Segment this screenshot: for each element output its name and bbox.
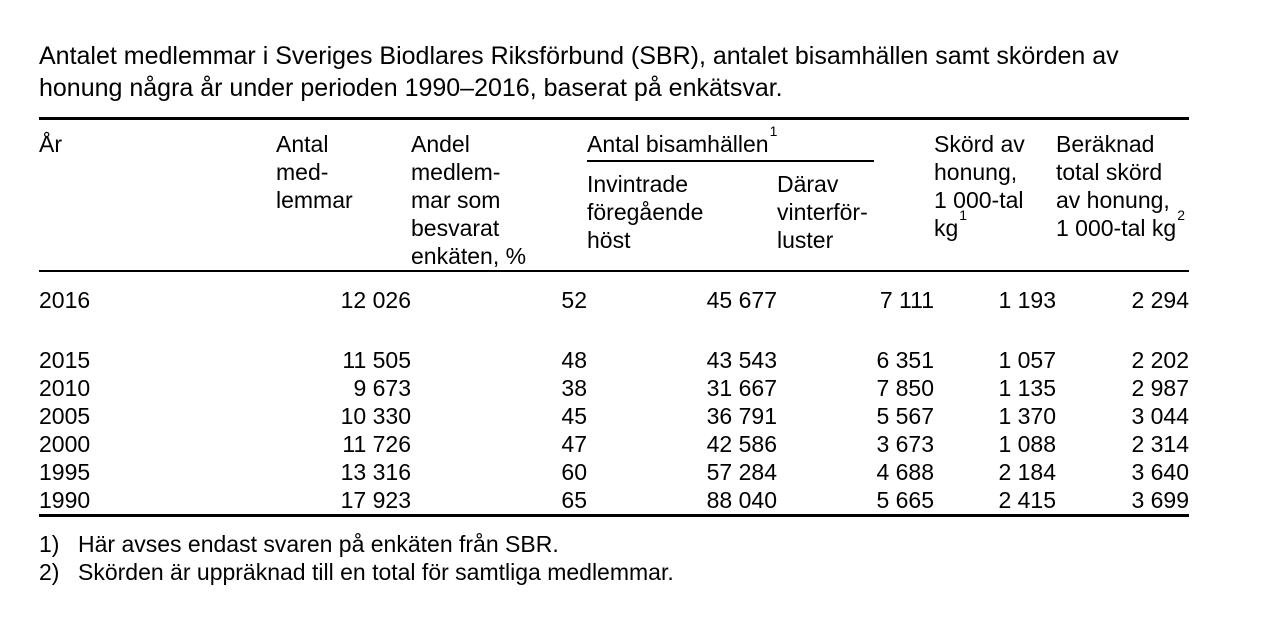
col-header-harvest: Skörd av honung, 1 000-tal kg1	[934, 118, 1056, 272]
spacer-row	[39, 314, 1189, 346]
cell-members: 11 726	[342, 431, 411, 457]
table-caption: Antalet medlemmar i Sveriges Biodlares R…	[39, 42, 1119, 102]
cell-share: 52	[561, 287, 587, 313]
table-row-1990: 1990 17 923 65 88 040 5 665 2 415 3 699	[39, 486, 1189, 516]
col-header-total-harvest: Beräknad total skörd av honung, 1 000-ta…	[1056, 118, 1189, 272]
col-header-hives-autumn: Invintrade föregående höst	[587, 170, 777, 254]
cell-share: 65	[561, 487, 587, 513]
cell-harvest: 1 088	[998, 431, 1056, 457]
cell-total-harvest: 2 202	[1131, 347, 1189, 373]
statistics-table: År Antal med- lemmar Andel medlem- mar s…	[39, 117, 1189, 517]
table-row-2016: 2016 12 026 52 45 677 7 111 1 193 2 294	[39, 271, 1189, 314]
cell-hives-autumn: 42 586	[706, 431, 777, 457]
cell-year: 2000	[39, 431, 91, 457]
table-row-2010: 2010 9 673 38 31 667 7 850 1 135 2 987	[39, 374, 1189, 402]
footnote-1-text: Här avses endast svaren på enkäten från …	[78, 531, 559, 557]
col-header-total-harvest-text: Beräknad total skörd av honung, 1 000-ta…	[1056, 131, 1177, 241]
col-group-hives-text: Antal bisamhällen	[587, 131, 769, 157]
cell-year: 2015	[39, 347, 91, 373]
table-row-2000: 2000 11 726 47 42 586 3 673 1 088 2 314	[39, 430, 1189, 458]
col-header-share: Andel medlem- mar som besvarat enkäten, …	[411, 118, 587, 272]
cell-share: 38	[561, 375, 587, 401]
cell-harvest: 1 193	[998, 287, 1056, 313]
footnote-1: 1) Här avses endast svaren på enkäten fr…	[39, 530, 1286, 558]
col-header-members-label: Antal med- lemmar	[276, 131, 353, 213]
cell-hives-autumn: 31 667	[706, 375, 777, 401]
cell-total-harvest: 2 987	[1131, 375, 1189, 401]
cell-year: 2010	[39, 375, 91, 401]
footnote-ref-1: 1	[959, 207, 968, 224]
footnote-2-marker: 2)	[39, 559, 60, 585]
cell-hives-autumn: 43 543	[706, 347, 777, 373]
footnote-1-marker: 1)	[39, 531, 60, 557]
cell-share: 48	[561, 347, 587, 373]
cell-share: 60	[561, 459, 587, 485]
footnote-2-text: Skörden är uppräknad till en total för s…	[78, 559, 674, 585]
col-header-winter-losses: Därav vinterför- luster	[777, 170, 934, 254]
footnote-2: 2) Skörden är uppräknad till en total fö…	[39, 558, 1286, 586]
header-row: År Antal med- lemmar Andel medlem- mar s…	[39, 118, 1189, 272]
col-header-year-label: År	[39, 131, 62, 157]
cell-members: 13 316	[340, 459, 411, 485]
cell-total-harvest: 3 044	[1131, 403, 1189, 429]
table-row-2015: 2015 11 505 48 43 543 6 351 1 057 2 202	[39, 346, 1189, 374]
col-header-hives-autumn-label: Invintrade föregående höst	[587, 171, 704, 253]
col-group-hives: Antal bisamhällen1 Invintrade föregående…	[587, 118, 934, 272]
spacer-cell	[39, 314, 1189, 346]
cell-members: 17 923	[340, 487, 411, 513]
cell-share: 45	[561, 403, 587, 429]
cell-winter-losses: 3 673	[876, 431, 934, 457]
cell-winter-losses: 7 111	[879, 287, 934, 313]
cell-members: 12 026	[340, 287, 411, 313]
cell-winter-losses: 5 665	[876, 487, 934, 513]
cell-hives-autumn: 57 284	[706, 459, 777, 485]
table-row-1995: 1995 13 316 60 57 284 4 688 2 184 3 640	[39, 458, 1189, 486]
col-header-year: År	[39, 118, 276, 272]
col-header-harvest-label: Skörd av honung, 1 000-tal kg1	[934, 130, 1056, 242]
cell-harvest: 2 415	[998, 487, 1056, 513]
col-header-harvest-text: Skörd av honung, 1 000-tal kg	[934, 131, 1025, 241]
cell-total-harvest: 3 699	[1131, 487, 1189, 513]
cell-harvest: 1 135	[998, 375, 1056, 401]
cell-winter-losses: 4 688	[876, 459, 934, 485]
col-group-hives-label: Antal bisamhällen1	[587, 124, 874, 162]
cell-hives-autumn: 88 040	[706, 487, 777, 513]
table-row-2005: 2005 10 330 45 36 791 5 567 1 370 3 044	[39, 402, 1189, 430]
col-header-members: Antal med- lemmar	[276, 118, 411, 272]
cell-harvest: 1 057	[998, 347, 1056, 373]
cell-hives-autumn: 36 791	[706, 403, 777, 429]
table-body: 2016 12 026 52 45 677 7 111 1 193 2 294 …	[39, 271, 1189, 516]
cell-total-harvest: 3 640	[1131, 459, 1189, 485]
cell-members: 11 505	[342, 347, 411, 373]
cell-share: 47	[561, 431, 587, 457]
cell-hives-autumn: 45 677	[706, 287, 777, 313]
col-header-total-harvest-label: Beräknad total skörd av honung, 1 000-ta…	[1056, 130, 1189, 242]
cell-winter-losses: 7 850	[876, 375, 934, 401]
cell-harvest: 2 184	[998, 459, 1056, 485]
cell-year: 2005	[39, 403, 91, 429]
cell-members: 9 673	[353, 375, 411, 401]
footnote-ref-1: 1	[769, 123, 778, 140]
cell-winter-losses: 6 351	[876, 347, 934, 373]
cell-total-harvest: 2 294	[1131, 287, 1189, 313]
footnote-ref-2: 2	[1177, 207, 1185, 224]
col-header-share-label: Andel medlem- mar som besvarat enkäten, …	[411, 131, 527, 269]
table-header: År Antal med- lemmar Andel medlem- mar s…	[39, 118, 1189, 272]
cell-year: 1990	[39, 487, 91, 513]
cell-members: 10 330	[340, 403, 411, 429]
cell-year: 2016	[39, 287, 91, 313]
cell-winter-losses: 5 567	[876, 403, 934, 429]
cell-harvest: 1 370	[998, 403, 1056, 429]
footnotes: 1) Här avses endast svaren på enkäten fr…	[39, 530, 1286, 586]
cell-year: 1995	[39, 459, 91, 485]
hives-subcolumns: Invintrade föregående höst Därav vinterf…	[587, 170, 934, 254]
col-header-winter-losses-label: Därav vinterför- luster	[777, 171, 868, 253]
cell-total-harvest: 2 314	[1131, 431, 1189, 457]
